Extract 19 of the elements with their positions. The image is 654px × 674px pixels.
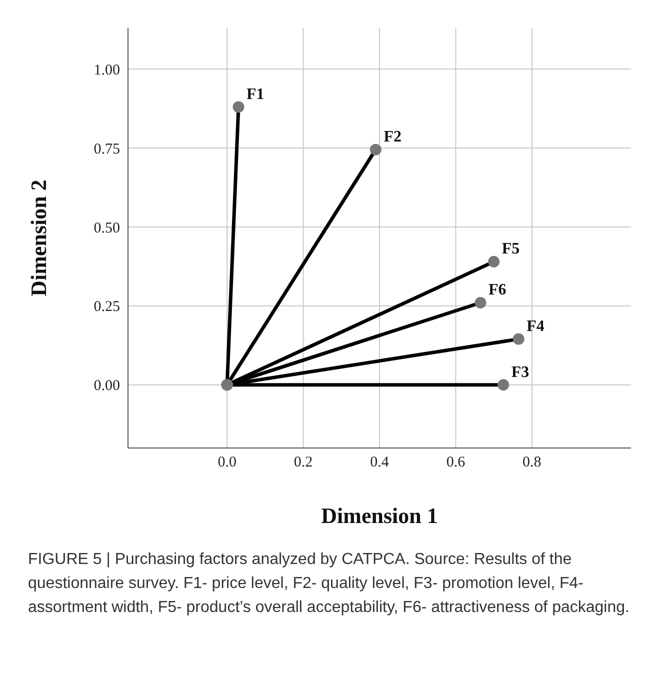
caption: FIGURE 5 | Purchasing factors analyzed by CATPCA. Source: Results of the questionnaire survey. F1- price level, F2- quality level, F3- promotion level, F4- assortment width, F5- product’s overall acceptability, F6- attractiveness of packaging. <box>28 550 630 618</box>
y-tick-label: 1.00 <box>94 62 120 78</box>
x-tick-label: 0.2 <box>294 454 313 471</box>
y-tick-label: 0.75 <box>94 141 120 158</box>
series-label: F2 <box>384 128 402 146</box>
series-label: F5 <box>502 240 520 258</box>
y-axis-title: Dimension 2 <box>26 180 51 296</box>
x-tick-label: 0.0 <box>218 454 236 471</box>
series-label: F3 <box>511 364 530 381</box>
y-tick-label: 0.25 <box>94 299 120 316</box>
y-tick-label: 0.00 <box>94 378 120 394</box>
series-label: F6 <box>488 282 506 299</box>
x-tick-label: 0.4 <box>370 454 390 471</box>
x-tick-label: 0.8 <box>522 454 542 471</box>
series-label: F4 <box>526 318 544 336</box>
series-label: F1 <box>246 86 264 103</box>
y-tick-label: 0.50 <box>94 220 120 236</box>
x-tick-label: 0.6 <box>446 454 466 471</box>
x-axis-title: Dimension 1 <box>321 503 438 528</box>
